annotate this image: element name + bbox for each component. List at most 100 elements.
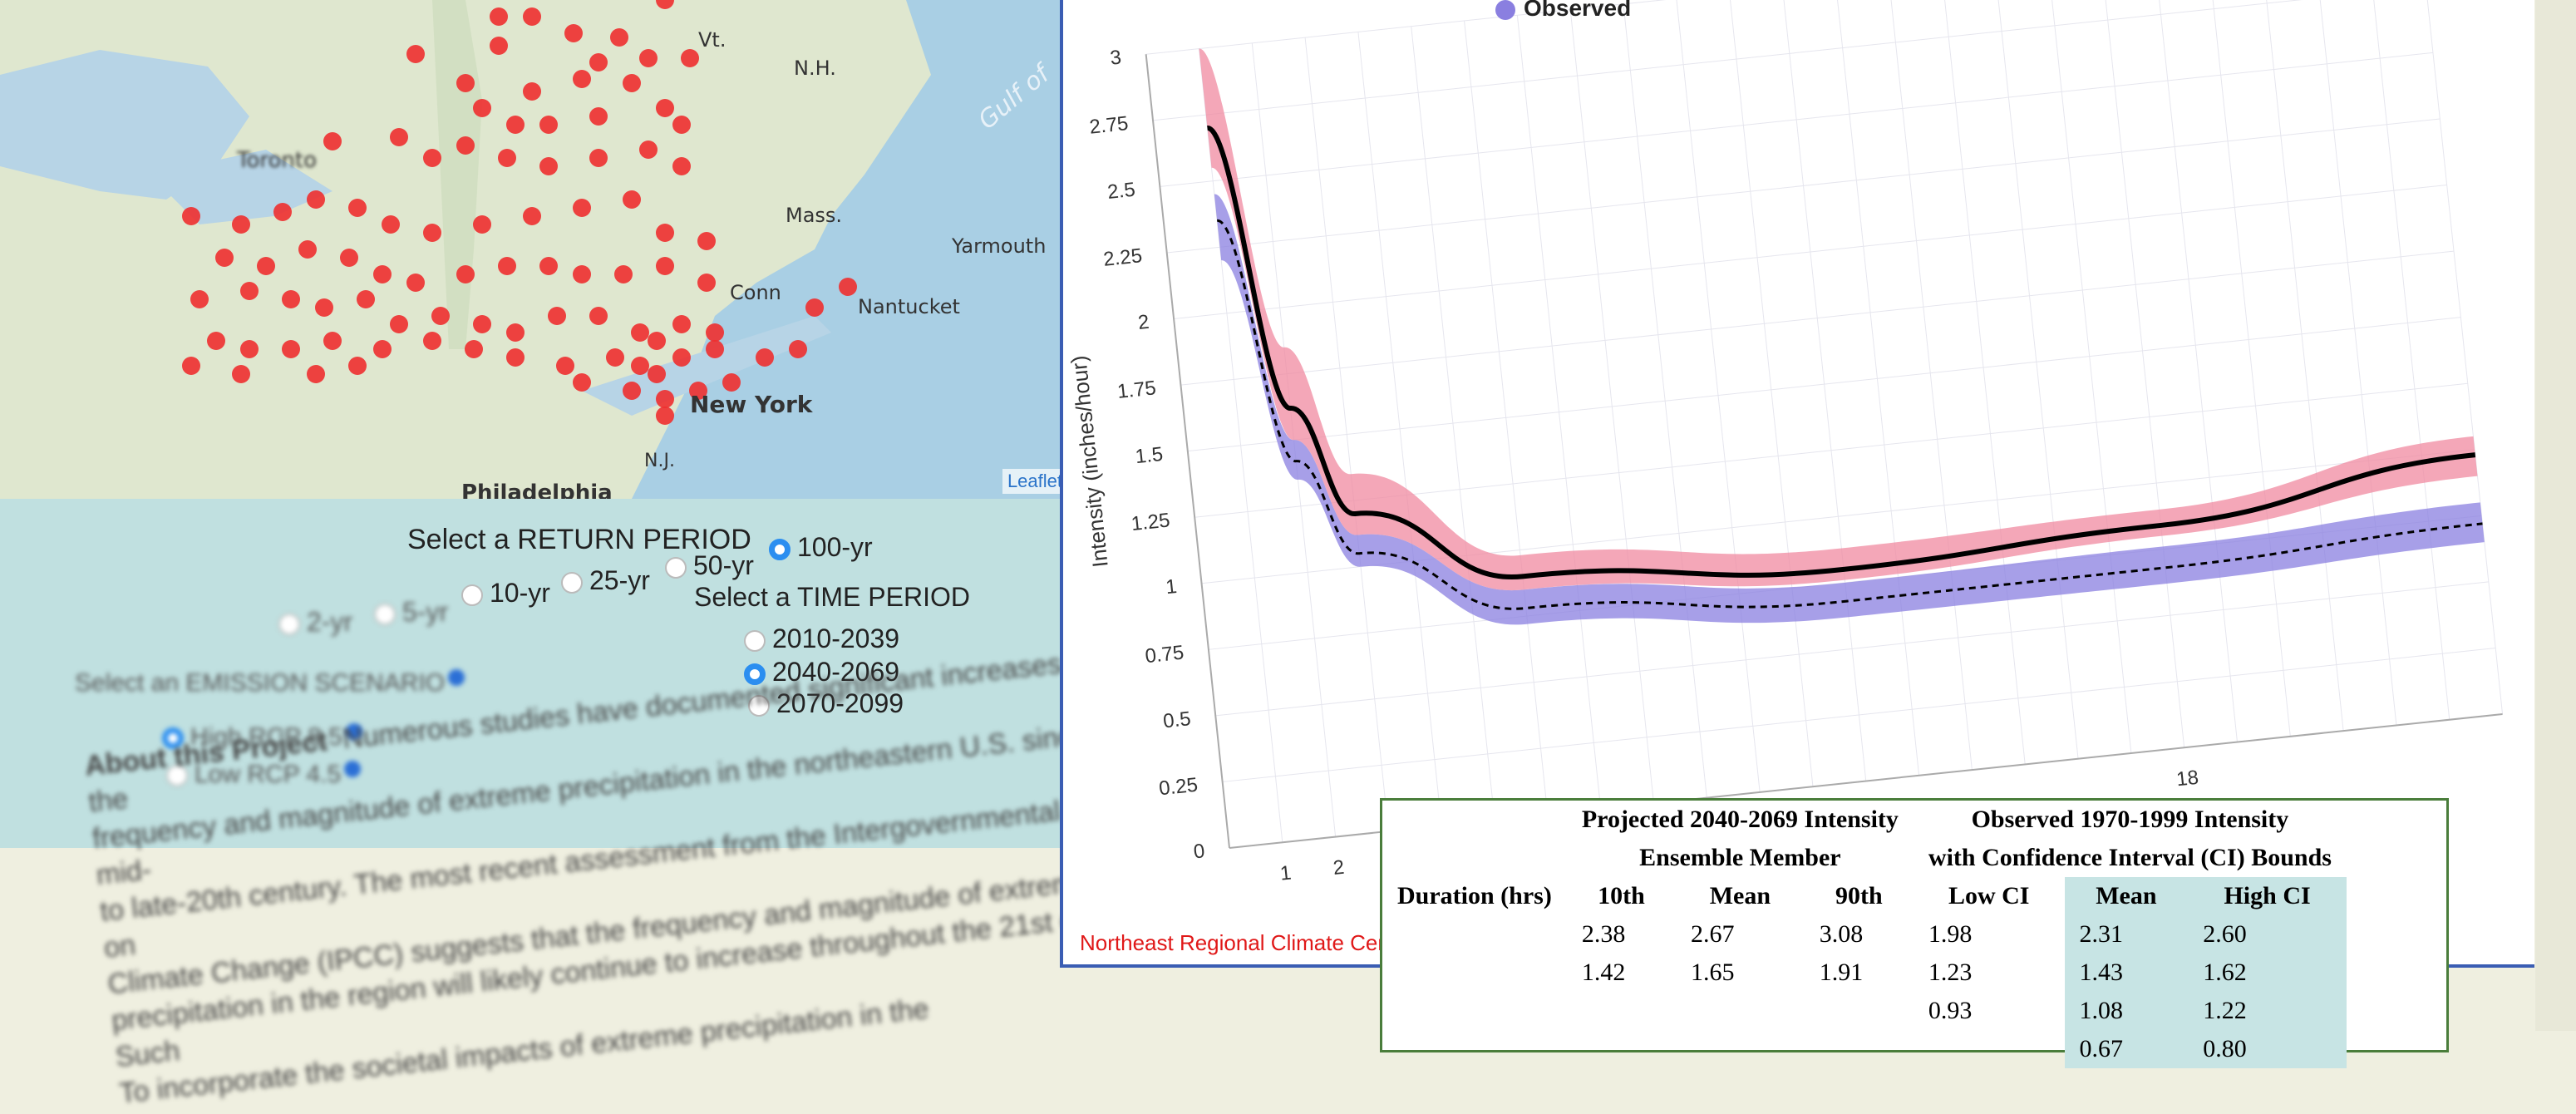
projected-mean-line[interactable] (1206, 0, 2480, 631)
station-marker[interactable] (539, 157, 558, 175)
station-marker[interactable] (373, 265, 392, 283)
station-marker[interactable] (573, 70, 591, 88)
station-marker[interactable] (639, 49, 658, 67)
station-marker[interactable] (506, 323, 525, 342)
station-marker[interactable] (473, 99, 491, 117)
station-marker[interactable] (282, 290, 300, 308)
station-marker[interactable] (523, 82, 541, 101)
station-marker[interactable] (390, 128, 408, 146)
station-marker[interactable] (240, 282, 259, 300)
station-marker[interactable] (357, 290, 375, 308)
station-marker[interactable] (490, 7, 508, 26)
radio-100yr[interactable] (769, 538, 791, 560)
station-marker[interactable] (589, 149, 608, 167)
station-marker[interactable] (689, 382, 707, 400)
station-marker[interactable] (656, 99, 674, 117)
station-marker[interactable] (465, 340, 483, 358)
station-marker[interactable] (431, 307, 450, 325)
station-marker[interactable] (307, 190, 325, 209)
return-option-10yr[interactable]: 10-yr (461, 578, 550, 609)
station-marker[interactable] (697, 274, 716, 292)
station-marker[interactable] (656, 257, 674, 275)
station-map[interactable]: Vt. N.H. Gulf of Mass. Yarmouth Conn Nan… (0, 0, 1072, 499)
station-marker[interactable] (323, 332, 342, 350)
radio-2010-2039[interactable] (744, 629, 766, 652)
station-marker[interactable] (323, 132, 342, 150)
station-marker[interactable] (589, 307, 608, 325)
station-marker[interactable] (648, 365, 666, 383)
station-marker[interactable] (639, 140, 658, 159)
station-marker[interactable] (539, 116, 558, 134)
station-marker[interactable] (307, 365, 325, 383)
station-marker[interactable] (789, 340, 807, 358)
station-marker[interactable] (610, 28, 628, 47)
station-marker[interactable] (631, 323, 649, 342)
station-marker[interactable] (215, 249, 234, 267)
station-marker[interactable] (706, 323, 724, 342)
time-option-2010-2039[interactable]: 2010-2039 (744, 624, 899, 654)
station-marker[interactable] (589, 107, 608, 126)
station-marker[interactable] (298, 240, 317, 259)
station-marker[interactable] (182, 357, 200, 375)
station-marker[interactable] (456, 74, 475, 92)
station-marker[interactable] (623, 190, 641, 209)
info-icon[interactable] (344, 761, 362, 777)
station-marker[interactable] (722, 373, 741, 392)
observed-mean-line[interactable] (1216, 92, 2484, 663)
radio-2070-2099[interactable] (748, 694, 770, 717)
station-marker[interactable] (589, 53, 608, 71)
station-marker[interactable] (498, 149, 516, 167)
radio-25yr[interactable] (561, 571, 583, 594)
return-option-25yr[interactable]: 25-yr (561, 565, 650, 596)
station-markers[interactable] (0, 0, 1072, 499)
station-marker[interactable] (490, 37, 508, 55)
station-marker[interactable] (839, 278, 857, 296)
station-marker[interactable] (190, 290, 209, 308)
emission-option-low[interactable]: Low RCP 4.5 (166, 761, 362, 789)
station-marker[interactable] (672, 157, 691, 175)
station-marker[interactable] (564, 24, 583, 42)
station-marker[interactable] (257, 257, 275, 275)
station-marker[interactable] (656, 407, 674, 425)
station-marker[interactable] (672, 315, 691, 333)
station-marker[interactable] (805, 298, 824, 317)
station-marker[interactable] (390, 315, 408, 333)
station-marker[interactable] (232, 365, 250, 383)
station-marker[interactable] (315, 298, 333, 317)
station-marker[interactable] (523, 207, 541, 225)
station-marker[interactable] (672, 116, 691, 134)
station-marker[interactable] (656, 224, 674, 242)
radio-50yr[interactable] (665, 556, 687, 579)
station-marker[interactable] (348, 199, 367, 217)
station-marker[interactable] (548, 307, 566, 325)
station-marker[interactable] (614, 265, 633, 283)
station-marker[interactable] (498, 257, 516, 275)
station-marker[interactable] (423, 224, 441, 242)
return-option-100yr[interactable]: 100-yr (769, 532, 873, 563)
time-option-2040-2069[interactable]: 2040-2069 (744, 657, 899, 688)
station-marker[interactable] (423, 149, 441, 167)
station-marker[interactable] (556, 357, 574, 375)
station-marker[interactable] (423, 332, 441, 350)
station-marker[interactable] (648, 332, 666, 350)
station-marker[interactable] (240, 340, 259, 358)
station-marker[interactable] (473, 215, 491, 234)
confidence-band[interactable] (1214, 66, 2485, 678)
radio-2040-2069[interactable] (744, 663, 766, 685)
station-marker[interactable] (573, 199, 591, 217)
station-marker[interactable] (706, 340, 724, 358)
station-marker[interactable] (456, 265, 475, 283)
info-icon[interactable] (448, 669, 465, 686)
chart-legend[interactable]: Observed (1495, 0, 1631, 22)
time-option-2070-2099[interactable]: 2070-2099 (748, 688, 904, 719)
station-marker[interactable] (406, 274, 425, 292)
radio-low-rcp[interactable] (166, 765, 188, 787)
station-marker[interactable] (182, 207, 200, 225)
station-marker[interactable] (456, 136, 475, 155)
leaflet-attribution-link[interactable]: Leaflet (1002, 469, 1067, 494)
station-marker[interactable] (340, 249, 358, 267)
station-marker[interactable] (523, 7, 541, 26)
station-marker[interactable] (382, 215, 400, 234)
station-marker[interactable] (656, 0, 674, 9)
station-marker[interactable] (406, 45, 425, 63)
